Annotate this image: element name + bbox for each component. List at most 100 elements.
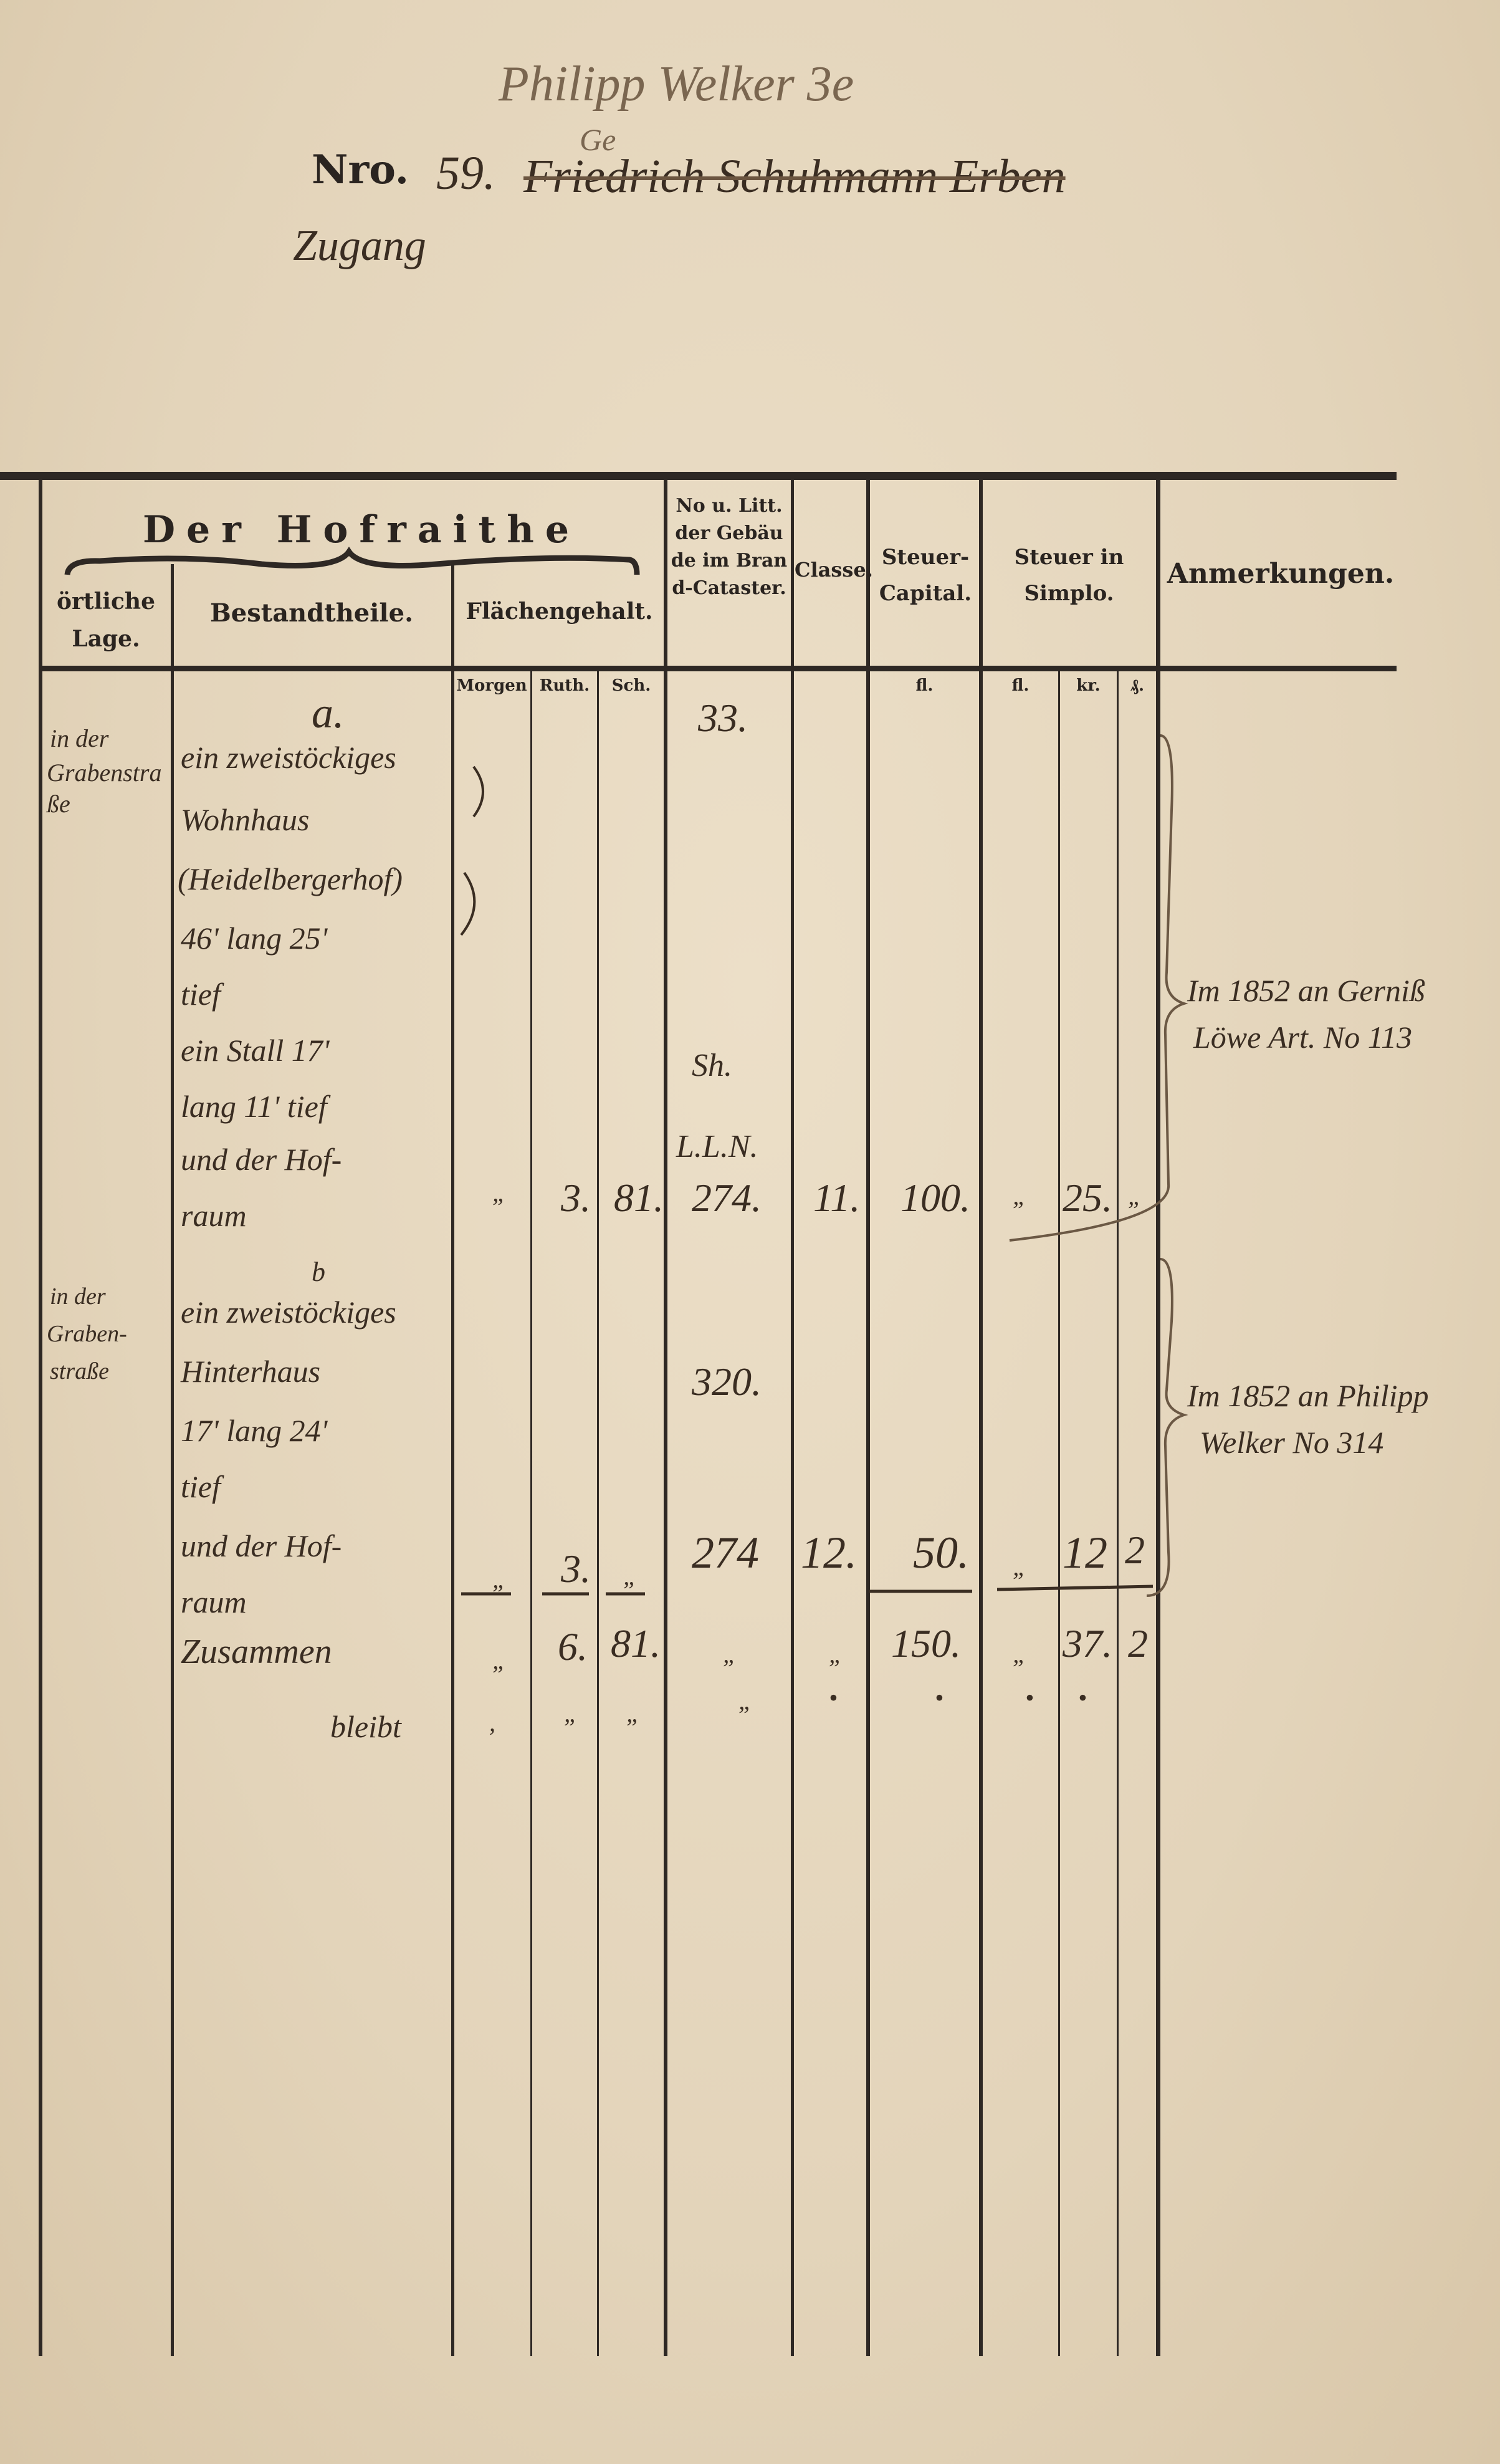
top-rule (0, 472, 1397, 480)
entry-1-brand-note: 33. (698, 696, 748, 740)
entry-2-lage-line: Graben- (47, 1321, 127, 1347)
column-line (451, 564, 454, 2356)
remain-simplo-fl: • (1025, 1684, 1034, 1712)
subheader-simplo-fl: fl. (1011, 676, 1029, 695)
entry-1-morgen: „ (492, 1179, 507, 1207)
remain-sch: „ (626, 1699, 641, 1727)
entry-2-brand-note: 320. (692, 1359, 762, 1404)
column-line (1058, 671, 1060, 2356)
entry-1-desc-line: (Heidelbergerhof) (178, 861, 403, 896)
entry-1-sch: 81. (614, 1176, 664, 1220)
subheader-simplo-kr: kr. (1076, 676, 1101, 695)
subheader-simplo-pf: ₰. (1130, 676, 1145, 695)
entry-1-desc-line: lang 11' tief (181, 1089, 327, 1124)
entry-2-simplo-kr: 12 (1063, 1528, 1107, 1578)
remain-ruth: „ (564, 1699, 578, 1727)
column-line (664, 480, 667, 2356)
entry-1-lage-line: Grabenstraße (47, 759, 162, 818)
subheader-ruth: Ruth. (539, 676, 590, 695)
subheader-capital-fl: fl. (915, 676, 934, 695)
header-bottom-rule (40, 666, 1397, 671)
column-line (1156, 480, 1160, 2356)
entry-1-brand: 274. (692, 1176, 762, 1220)
col-header-classe: Classe. (795, 558, 873, 582)
entry-1-remark-line: Löwe Art. No 113 (1193, 1020, 1412, 1055)
entry-2-sch: „ (623, 1562, 638, 1590)
total-classe: „ (829, 1640, 843, 1668)
col-header-steuer-simplo: Steuer in Simplo. (1014, 545, 1124, 606)
remain-brand: „ (738, 1687, 753, 1715)
entry-1-remark-line: Im 1852 an Gerniß (1187, 973, 1425, 1008)
column-line (979, 480, 983, 2356)
total-sch: 81. (611, 1621, 661, 1666)
entry-2-simplo-pf: 2 (1125, 1528, 1145, 1572)
subheader-morgen: Morgen (456, 676, 527, 695)
remark-brace-1 (1009, 734, 1188, 1242)
number-value: 59. (436, 147, 495, 199)
column-line (39, 480, 42, 2356)
lage-bracket (460, 765, 484, 936)
above-line-note: Philipp Welker 3e (499, 57, 854, 112)
column-line (530, 671, 532, 2356)
column-line (866, 480, 870, 2356)
col-header-bestandtheile: Bestandtheile. (210, 598, 413, 628)
entry-1-desc-line: ein zweistöckiges (181, 740, 396, 775)
entry-2-marker: b (312, 1257, 325, 1287)
col-header-steuer-capital: Steuer-Capital. (879, 545, 972, 606)
entry-1-marker: a. (312, 689, 345, 737)
remain-simplo-kr: • (1078, 1684, 1087, 1712)
remain-classe: • (829, 1684, 838, 1712)
entry-type: Zugang (293, 222, 426, 270)
column-line (791, 480, 794, 2356)
entry-1-classe: 11. (813, 1176, 861, 1220)
entry-1-simplo-pf: „ (1128, 1182, 1142, 1210)
entry-2-simplo-fl: „ (1013, 1553, 1027, 1581)
entry-1-desc-line: tief (181, 977, 221, 1012)
entry-2-desc-line: und der Hof- (181, 1528, 342, 1563)
entry-1-desc-line: und der Hof- (181, 1142, 342, 1177)
column-line (597, 671, 599, 2356)
group-header-hofraithe: Der Hofraithe (142, 508, 581, 552)
total-simplo-fl: „ (1013, 1640, 1027, 1668)
entry-2-classe: 12. (801, 1528, 857, 1578)
col-header-lage: örtliche Lage. (57, 588, 155, 652)
entry-2-lage-line: in der (50, 1283, 106, 1310)
total-morgen: „ (492, 1646, 507, 1674)
entry-1-simplo-kr: 25. (1063, 1176, 1112, 1220)
total-brand: „ (723, 1640, 737, 1668)
entry-1-desc-line: raum (181, 1198, 247, 1233)
total-simplo-kr: 37. (1063, 1621, 1112, 1666)
entry-2-desc-line: Hinterhaus (181, 1354, 321, 1389)
entry-2-lage-line: straße (50, 1358, 109, 1384)
entry-1-desc-line: ein Stall 17' (181, 1033, 330, 1068)
entry-1-lage-line: in der (50, 724, 109, 752)
remain-capital: • (935, 1684, 944, 1712)
entry-2-desc-line: 17' lang 24' (181, 1413, 328, 1448)
entry-2-ruth: 3. (561, 1546, 591, 1591)
col-header-flaechengehalt: Flächengehalt. (466, 598, 653, 625)
total-ruth: 6. (558, 1624, 588, 1669)
entry-1-desc-line: 46' lang 25' (181, 921, 328, 956)
column-line (171, 564, 174, 2356)
total-simplo-pf: 2 (1128, 1621, 1148, 1666)
remain-label: bleibt (330, 1709, 401, 1744)
entry-2-desc-line: raum (181, 1584, 247, 1619)
entry-2-desc-line: tief (181, 1469, 221, 1504)
entry-2-capital: 50. (913, 1528, 969, 1578)
entry-2-remark-line: Im 1852 an Philipp (1187, 1378, 1429, 1413)
struck-owner-name: Friedrich Schuhmann Erben (523, 150, 1066, 203)
entry-1-ruth: 3. (561, 1176, 591, 1220)
entry-1-simplo-fl: „ (1013, 1182, 1027, 1210)
col-header-anmerkungen: Anmerkungen. (1167, 558, 1395, 590)
number-label: Nro. (312, 146, 409, 193)
entry-2-morgen: „ (492, 1565, 507, 1593)
entry-1-brand-note: L.L.N. (676, 1129, 758, 1164)
header-brace (64, 546, 640, 575)
entry-1-brand-note: Sh. (692, 1048, 732, 1083)
column-line (1117, 671, 1119, 2356)
entry-2-desc-line: ein zweistöckiges (181, 1295, 396, 1330)
total-label: Zusammen (181, 1632, 332, 1671)
subheader-sch: Sch. (611, 676, 651, 695)
total-capital: 150. (891, 1621, 961, 1666)
